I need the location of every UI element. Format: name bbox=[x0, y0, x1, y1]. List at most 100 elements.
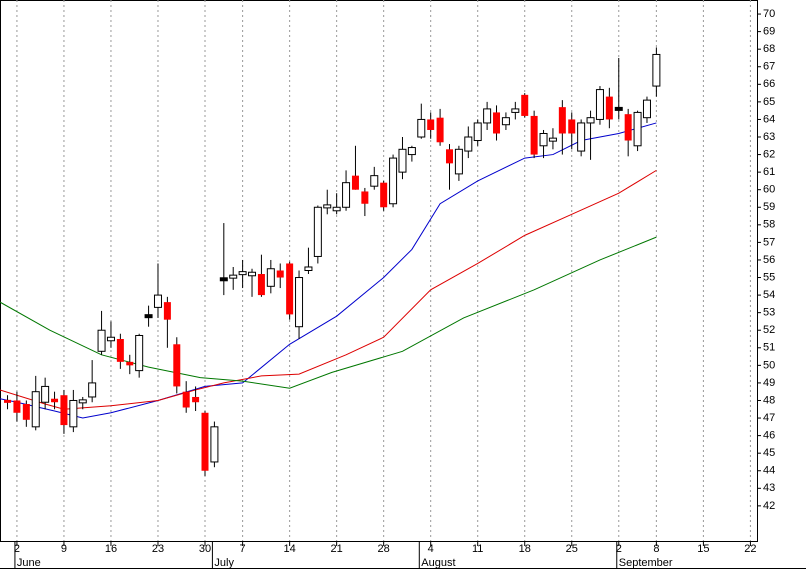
candle-body bbox=[135, 334, 144, 372]
x-tick-label: 18 bbox=[519, 543, 531, 555]
candle-body bbox=[323, 204, 332, 209]
candle-body bbox=[51, 398, 59, 403]
candle-body bbox=[31, 391, 40, 428]
candle-body bbox=[13, 400, 21, 413]
x-tick-label: 11 bbox=[472, 543, 483, 555]
candle-body bbox=[173, 344, 181, 387]
candle-body bbox=[407, 147, 416, 156]
y-tick-label: 57 bbox=[763, 236, 775, 248]
candle-body bbox=[97, 329, 106, 352]
y-tick-label: 67 bbox=[763, 61, 775, 73]
y-tick-label: 66 bbox=[763, 78, 775, 90]
y-tick-label: 64 bbox=[763, 113, 775, 125]
candle-body bbox=[126, 361, 134, 366]
candle-body bbox=[295, 277, 304, 328]
candle-body bbox=[464, 136, 473, 152]
candle-body bbox=[652, 53, 661, 87]
candle-body bbox=[568, 119, 576, 134]
month-label: August bbox=[421, 557, 455, 569]
candle-body bbox=[69, 399, 78, 428]
candle-body bbox=[163, 302, 171, 320]
candle-body bbox=[257, 274, 265, 296]
month-label: June bbox=[17, 557, 41, 569]
y-tick-label: 44 bbox=[763, 465, 775, 477]
candle-body bbox=[595, 89, 604, 120]
y-tick-label: 55 bbox=[763, 271, 775, 283]
x-tick-label: 15 bbox=[697, 543, 709, 555]
y-tick-label: 42 bbox=[763, 500, 775, 512]
candle-body bbox=[286, 263, 294, 315]
candle-body bbox=[210, 426, 219, 463]
x-tick-label: 30 bbox=[199, 543, 211, 555]
candle-body bbox=[78, 399, 87, 404]
y-tick-label: 47 bbox=[763, 412, 775, 424]
candle-body bbox=[454, 148, 463, 175]
candle-body bbox=[530, 115, 538, 155]
y-tick-label: 53 bbox=[763, 307, 775, 319]
x-tick-label: 9 bbox=[61, 543, 67, 555]
x-tick-label: 22 bbox=[744, 543, 756, 555]
candle-body bbox=[153, 294, 162, 308]
candle-body bbox=[577, 122, 586, 152]
candle-body bbox=[60, 395, 68, 426]
x-tick-label: 16 bbox=[105, 543, 117, 555]
candle-body bbox=[624, 114, 632, 141]
candle-body bbox=[201, 412, 209, 471]
candle-body bbox=[633, 111, 642, 147]
month-label: September bbox=[619, 557, 673, 569]
candle-body bbox=[539, 132, 548, 147]
candle-body bbox=[106, 336, 115, 342]
y-tick-label: 59 bbox=[763, 201, 775, 213]
candle-body bbox=[605, 96, 613, 120]
y-tick-label: 70 bbox=[763, 8, 775, 20]
candle-body bbox=[473, 122, 482, 142]
y-tick-label: 51 bbox=[763, 342, 775, 354]
candle-body bbox=[351, 175, 359, 190]
candle-body bbox=[332, 206, 341, 212]
x-tick-label: 8 bbox=[653, 543, 659, 555]
y-tick-label: 46 bbox=[763, 430, 775, 442]
candle-body bbox=[586, 117, 595, 124]
candle-body bbox=[558, 107, 566, 134]
candle-body bbox=[361, 191, 369, 204]
candle-body bbox=[398, 148, 407, 173]
moving-average bbox=[0, 169, 657, 410]
candle-body bbox=[41, 385, 50, 403]
month-label: July bbox=[214, 557, 234, 569]
candle-body bbox=[276, 270, 284, 278]
candle-body bbox=[436, 117, 444, 143]
candle-body bbox=[4, 399, 12, 403]
y-tick-label: 45 bbox=[763, 447, 775, 459]
y-tick-label: 50 bbox=[763, 359, 775, 371]
candle-body bbox=[370, 175, 379, 187]
x-tick-label: 14 bbox=[284, 543, 296, 555]
candle-body bbox=[88, 382, 97, 398]
y-tick-label: 68 bbox=[763, 43, 775, 55]
x-tick-label: 25 bbox=[566, 543, 578, 555]
x-tick-label: 21 bbox=[331, 543, 343, 555]
candle-body bbox=[548, 137, 557, 142]
y-tick-label: 62 bbox=[763, 148, 775, 160]
candle-body bbox=[144, 314, 153, 319]
y-tick-label: 54 bbox=[763, 289, 775, 301]
candle-body bbox=[389, 157, 398, 205]
candle-body bbox=[182, 391, 190, 408]
candle-body bbox=[417, 118, 426, 138]
candle-body bbox=[501, 117, 510, 126]
y-tick-label: 56 bbox=[763, 254, 775, 266]
candle-body bbox=[304, 266, 313, 271]
candle-body bbox=[229, 274, 238, 279]
candle-body bbox=[511, 108, 520, 113]
y-tick-label: 58 bbox=[763, 219, 775, 231]
candle-body bbox=[248, 271, 257, 277]
candle-body bbox=[521, 94, 529, 116]
candle-body bbox=[445, 149, 453, 164]
x-tick-label: 28 bbox=[378, 543, 390, 555]
plot-frame bbox=[0, 0, 758, 542]
candle-body bbox=[380, 182, 388, 208]
candle-body bbox=[192, 396, 200, 403]
candle-body bbox=[614, 106, 623, 111]
x-tick-label: 23 bbox=[152, 543, 164, 555]
